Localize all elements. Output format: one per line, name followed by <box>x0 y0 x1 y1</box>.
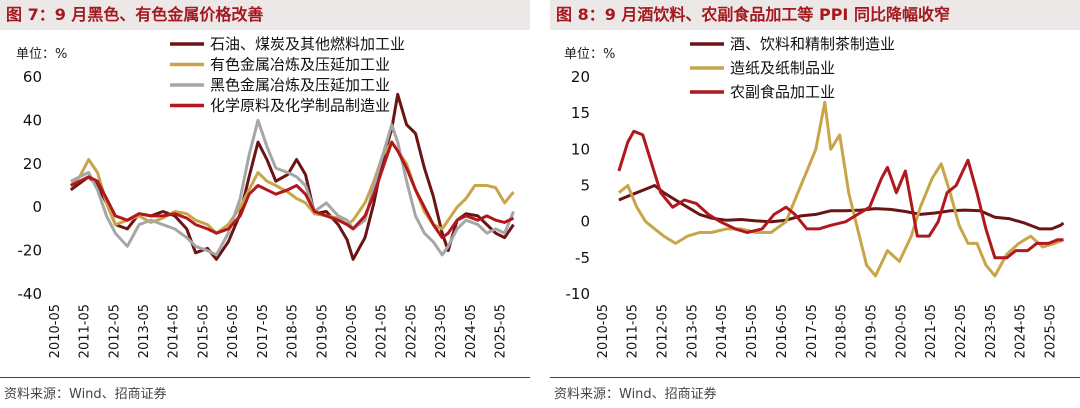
x-tick-label: 2023-05 <box>984 304 999 358</box>
divider <box>0 377 530 378</box>
x-tick-label: 2024-05 <box>1014 304 1029 358</box>
series-line-2 <box>617 129 1064 260</box>
x-tick-label: 2010-05 <box>596 304 611 358</box>
x-tick-label: 2017-05 <box>256 304 271 358</box>
x-tick-label: 2018-05 <box>835 304 850 358</box>
x-tick-label: 2022-05 <box>404 304 419 358</box>
legend-label: 农副食品加工业 <box>730 83 835 101</box>
x-tick-label: 2023-05 <box>434 304 449 358</box>
y-tick-label: 5 <box>580 177 590 195</box>
x-tick-label: 2016-05 <box>226 304 241 358</box>
x-tick-label: 2025-05 <box>494 304 509 358</box>
y-tick-label: 0 <box>32 198 42 216</box>
figure-title: 图 8：9 月酒饮料、农副食品加工等 PPI 同比降幅收窄 <box>550 0 1080 30</box>
x-tick-label: 2022-05 <box>954 304 969 358</box>
x-tick-label: 2010-05 <box>48 304 63 358</box>
y-tick-label: 60 <box>23 68 42 86</box>
series-line-3 <box>70 140 515 240</box>
chart-svg: 单位：% -10 -5 0 5 10 15 20 2010-05 2011-05 2012-05 20… <box>564 35 1065 358</box>
legend-label: 黑色金属冶炼及压延加工业 <box>210 76 390 94</box>
source-note: 资料来源：Wind、招商证券 <box>4 387 167 402</box>
x-tick-label: 2016-05 <box>775 304 790 358</box>
x-tick-label: 2012-05 <box>107 304 122 358</box>
y-tick-label: 20 <box>571 68 590 86</box>
unit-label: 单位：% <box>564 47 615 62</box>
x-tick-label: 2015-05 <box>745 304 760 358</box>
y-tick-label: 15 <box>571 104 590 122</box>
series-line-0 <box>618 184 1065 231</box>
x-tick-label: 2024-05 <box>464 304 479 358</box>
y-tick-label: -5 <box>575 249 590 267</box>
divider <box>550 377 1080 378</box>
y-tick-label: 0 <box>580 213 590 231</box>
legend-label: 石油、煤炭及其他燃料加工业 <box>210 35 405 53</box>
unit-label: 单位：% <box>16 47 67 62</box>
chart-panel-left: 图 7：9 月黑色、有色金属价格改善 单位：% -40 -20 0 20 40 60 2010… <box>0 0 530 408</box>
legend-label: 有色金属冶炼及压延加工业 <box>210 56 390 74</box>
y-tick-label: 20 <box>23 155 42 173</box>
y-tick-label: -10 <box>566 285 591 303</box>
x-tick-label: 2020-05 <box>894 304 909 358</box>
x-tick-label: 2013-05 <box>137 304 152 358</box>
series-line-2 <box>70 118 515 257</box>
x-tick-label: 2021-05 <box>924 304 939 358</box>
x-tick-label: 2019-05 <box>315 304 330 358</box>
figure-title: 图 7：9 月黑色、有色金属价格改善 <box>0 0 530 30</box>
legend-label: 造纸及纸制品业 <box>730 59 835 77</box>
source-note: 资料来源：Wind、招商证券 <box>554 387 717 402</box>
series-line-1 <box>617 100 1065 278</box>
x-tick-label: 2014-05 <box>715 304 730 358</box>
x-tick-label: 2025-05 <box>1043 304 1058 358</box>
x-tick-label: 2019-05 <box>864 304 879 358</box>
x-tick-label: 2014-05 <box>167 304 182 358</box>
x-tick-label: 2015-05 <box>196 304 211 358</box>
y-tick-label: -40 <box>18 285 43 303</box>
x-tick-label: 2020-05 <box>345 304 360 358</box>
x-tick-label: 2013-05 <box>685 304 700 358</box>
chart-panel-right: 图 8：9 月酒饮料、农副食品加工等 PPI 同比降幅收窄 单位：% -10 -5 0… <box>550 0 1080 408</box>
y-tick-label: 10 <box>571 140 590 158</box>
x-tick-label: 2021-05 <box>375 304 390 358</box>
chart-svg: 单位：% -40 -20 0 20 40 60 2010-05 2011-05 2012-05 20… <box>16 35 515 358</box>
y-tick-label: -20 <box>18 242 43 260</box>
legend-label: 酒、饮料和精制茶制造业 <box>730 35 895 53</box>
x-tick-label: 2011-05 <box>626 304 641 358</box>
y-tick-label: 40 <box>23 111 42 129</box>
x-tick-label: 2017-05 <box>805 304 820 358</box>
x-tick-label: 2018-05 <box>286 304 301 358</box>
x-tick-label: 2012-05 <box>656 304 671 358</box>
x-tick-label: 2011-05 <box>78 304 93 358</box>
legend-label: 化学原料及化学制品制造业 <box>210 97 390 115</box>
